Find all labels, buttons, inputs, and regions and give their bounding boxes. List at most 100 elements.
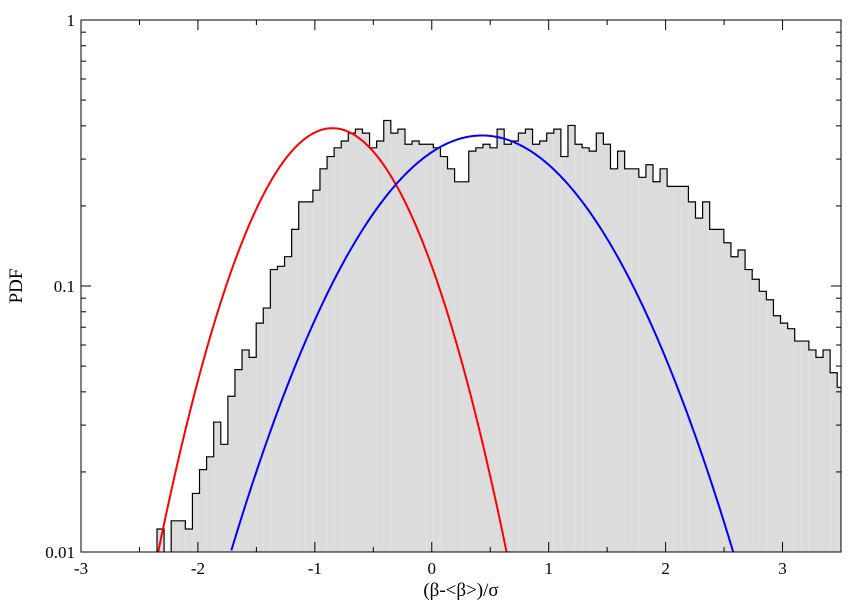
histogram-bar <box>192 493 200 552</box>
series-line-2 <box>230 134 735 552</box>
histogram-bar <box>305 201 313 552</box>
histogram-bar <box>652 181 661 552</box>
x-tick-label: -2 <box>191 559 205 578</box>
histogram-bar <box>291 229 299 552</box>
histogram-bar <box>546 133 554 552</box>
series-line-1 <box>157 127 508 552</box>
histogram-bar <box>844 403 849 552</box>
histogram-bar <box>766 299 774 552</box>
histogram-bar <box>702 201 710 552</box>
histogram-bar <box>674 186 682 552</box>
histogram-bar <box>426 144 434 552</box>
histogram-bar <box>433 147 441 552</box>
histogram-bar <box>334 147 342 552</box>
histogram-bar <box>341 141 349 552</box>
histogram-bar <box>220 444 228 552</box>
histogram-bar <box>752 279 760 552</box>
histogram-bar <box>440 156 448 552</box>
axis-ticks <box>80 19 842 553</box>
histogram-bar <box>185 529 193 552</box>
histogram-bar <box>468 151 476 552</box>
histogram-bar <box>376 141 384 552</box>
histogram-bars <box>156 119 849 552</box>
histogram-bar <box>730 256 739 552</box>
histogram-bar <box>511 141 519 552</box>
histogram-bar <box>773 315 781 552</box>
histogram-bar <box>504 144 512 552</box>
histogram-bar <box>284 256 292 552</box>
histogram-bar <box>603 144 611 552</box>
histogram-bar <box>723 242 731 552</box>
histogram-bar <box>362 133 370 552</box>
x-tick-label: 1 <box>544 559 553 578</box>
histogram-bar <box>256 323 264 552</box>
histogram-bar <box>454 181 462 552</box>
histogram-bar <box>206 456 214 552</box>
histogram-bar <box>518 133 526 552</box>
x-tick-label: 3 <box>778 559 787 578</box>
histogram-outline <box>156 119 841 552</box>
histogram-bar <box>830 372 838 552</box>
y-tick-label: 0.1 <box>54 277 75 296</box>
x-axis-title: (β-<β>)/σ <box>423 580 498 601</box>
x-tick-label: 0 <box>428 559 437 578</box>
y-tick-labels: 0.01 0.1 1 <box>45 11 75 562</box>
histogram-bar <box>645 164 653 552</box>
histogram-bar <box>709 229 717 552</box>
histogram-bar <box>801 341 809 552</box>
histogram-bar <box>397 129 405 552</box>
histogram-bar <box>738 249 746 552</box>
histogram-bar <box>327 156 335 552</box>
histogram-bar <box>390 133 398 552</box>
y-tick-label: 0.01 <box>45 543 75 562</box>
histogram-bar <box>348 133 356 552</box>
histogram-bar <box>461 181 469 552</box>
histogram-bar <box>759 291 767 552</box>
histogram-bar <box>589 151 597 552</box>
fit-curves <box>157 127 735 552</box>
histogram-bar <box>815 357 824 552</box>
histogram-bar <box>787 328 795 552</box>
x-tick-label: -1 <box>308 559 322 578</box>
histogram-bar <box>319 168 328 552</box>
histogram-bar <box>745 269 753 552</box>
histogram-bar <box>681 186 689 552</box>
histogram-bar <box>412 141 420 552</box>
histogram-bar <box>490 147 498 552</box>
histogram-bar <box>553 129 561 552</box>
x-tick-label: -3 <box>74 559 88 578</box>
histogram-bar <box>369 147 377 552</box>
histogram-bar <box>171 520 179 552</box>
histogram-bar <box>213 422 221 552</box>
histogram-bar <box>277 266 285 552</box>
histogram-bar <box>242 349 250 552</box>
histogram-bar <box>497 129 505 552</box>
histogram-bar <box>560 156 568 552</box>
histogram-bar <box>419 144 427 552</box>
y-axis-title: PDF <box>6 269 27 304</box>
histogram-bar <box>837 387 841 552</box>
histogram-bar <box>532 144 540 552</box>
histogram-bar <box>234 369 243 552</box>
histogram-bar <box>695 218 703 552</box>
x-tick-label: 2 <box>661 559 670 578</box>
histogram-bar <box>383 120 391 552</box>
histogram-bar <box>596 133 604 552</box>
histogram-bar <box>404 144 413 552</box>
histogram-bar <box>482 144 491 552</box>
histogram-bar <box>638 177 646 552</box>
histogram-bar <box>575 144 583 552</box>
histogram-bar <box>823 349 831 552</box>
histogram-bar <box>660 168 668 552</box>
x-tick-labels: -3 -2 -1 0 1 2 3 <box>74 559 787 578</box>
histogram-bar <box>808 349 816 552</box>
histogram-bar <box>312 190 320 552</box>
histogram-bar <box>582 147 590 552</box>
histogram-bar <box>610 168 618 552</box>
histogram-bar <box>688 201 696 552</box>
histogram-bar <box>780 323 788 552</box>
histogram-bar <box>617 151 625 552</box>
histogram-bar <box>199 469 207 552</box>
histogram-bar <box>716 229 724 552</box>
